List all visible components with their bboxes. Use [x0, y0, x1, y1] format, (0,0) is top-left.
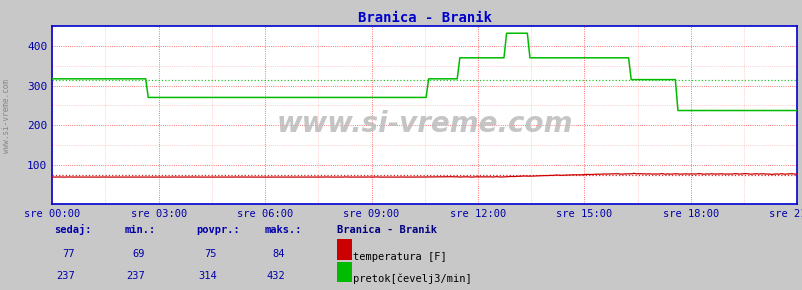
Text: 69: 69	[132, 249, 144, 259]
Text: 432: 432	[266, 271, 285, 281]
Text: min.:: min.:	[124, 225, 156, 235]
Text: Branica - Branik: Branica - Branik	[337, 225, 437, 235]
Text: pretok[čevelj3/min]: pretok[čevelj3/min]	[353, 274, 472, 284]
Text: 314: 314	[198, 271, 217, 281]
Text: www.si-vreme.com: www.si-vreme.com	[276, 110, 573, 138]
Title: Branica - Branik: Branica - Branik	[358, 11, 491, 25]
Text: maks.:: maks.:	[265, 225, 302, 235]
Text: 84: 84	[272, 249, 285, 259]
Text: www.si-vreme.com: www.si-vreme.com	[2, 79, 11, 153]
Text: temperatura [F]: temperatura [F]	[353, 252, 447, 262]
Text: 237: 237	[56, 271, 75, 281]
Text: sedaj:: sedaj:	[55, 224, 92, 235]
Text: povpr.:: povpr.:	[196, 225, 240, 235]
Text: 75: 75	[204, 249, 217, 259]
Text: 237: 237	[126, 271, 144, 281]
Text: 77: 77	[62, 249, 75, 259]
